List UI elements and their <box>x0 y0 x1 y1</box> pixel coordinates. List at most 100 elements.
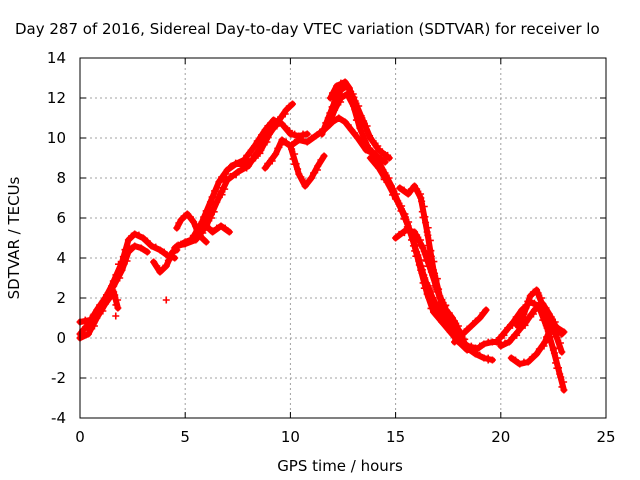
data-point <box>240 156 248 164</box>
data-point <box>234 168 242 176</box>
isolated-data-point <box>162 296 170 304</box>
data-point <box>451 317 459 325</box>
data-point <box>139 234 147 242</box>
data-point <box>137 244 145 252</box>
data-point <box>98 304 106 312</box>
data-point <box>529 310 537 318</box>
y-tick-label: 4 <box>56 249 66 267</box>
data-point <box>360 117 368 125</box>
data-point <box>480 340 488 348</box>
data-point <box>541 338 549 346</box>
data-point <box>538 294 546 302</box>
data-point <box>463 346 471 354</box>
data-point <box>369 137 377 145</box>
data-point <box>526 292 534 300</box>
data-point <box>101 300 109 308</box>
data-point <box>274 144 282 152</box>
y-tick-label: -4 <box>51 409 66 427</box>
data-point <box>431 301 439 309</box>
data-point <box>408 236 416 244</box>
data-point <box>282 106 290 114</box>
data-point <box>524 297 532 305</box>
data-point <box>87 325 95 333</box>
data-point <box>243 152 251 160</box>
data-point <box>115 271 123 279</box>
data-point <box>361 132 369 140</box>
data-point <box>445 325 453 333</box>
y-tick-label: 14 <box>47 49 66 67</box>
data-point <box>530 299 538 307</box>
data-point <box>202 222 210 230</box>
data-point <box>297 173 305 181</box>
data-point <box>135 231 143 239</box>
data-marks <box>76 78 568 394</box>
data-point <box>435 306 443 314</box>
data-point <box>433 275 441 283</box>
data-point <box>500 331 508 339</box>
data-point <box>430 258 438 266</box>
data-point <box>223 166 231 174</box>
data-point <box>210 208 218 216</box>
data-point <box>272 150 280 158</box>
data-point <box>434 311 442 319</box>
data-point <box>111 291 119 299</box>
data-point <box>378 148 386 156</box>
data-point <box>281 110 289 118</box>
data-point <box>455 326 463 334</box>
data-point <box>553 364 561 372</box>
data-point <box>397 205 405 213</box>
data-point <box>553 334 561 342</box>
data-point <box>257 146 265 154</box>
data-point <box>552 359 560 367</box>
data-point <box>417 256 425 264</box>
data-point <box>333 82 341 90</box>
data-point <box>150 258 158 266</box>
data-point <box>326 94 334 102</box>
data-point <box>227 172 235 180</box>
data-point <box>505 338 513 346</box>
x-tick-label: 15 <box>386 428 405 446</box>
data-point <box>424 224 432 232</box>
data-point <box>525 313 533 321</box>
data-point <box>550 349 558 357</box>
data-point <box>533 350 541 358</box>
data-point <box>265 130 273 138</box>
data-point <box>251 152 259 160</box>
x-tick-label: 0 <box>75 428 85 446</box>
data-point <box>156 268 164 276</box>
data-point <box>221 185 229 193</box>
data-point <box>223 176 231 184</box>
data-point <box>476 314 484 322</box>
data-point <box>560 378 568 386</box>
data-point <box>459 330 467 338</box>
data-point <box>217 188 225 196</box>
data-point <box>476 351 484 359</box>
series-arc-18 <box>396 183 475 351</box>
data-point <box>173 242 181 250</box>
data-point <box>90 319 98 327</box>
data-point <box>472 317 480 325</box>
data-point <box>406 226 414 234</box>
ticks: 0 5 10 15 20 25 -4 -2 0 2 4 6 8 10 12 14 <box>47 49 616 446</box>
data-point <box>431 269 439 277</box>
x-tick-label: 25 <box>596 428 615 446</box>
data-point <box>553 354 561 362</box>
data-point <box>539 316 547 324</box>
y-tick-label: 2 <box>56 289 66 307</box>
data-point <box>516 360 524 368</box>
data-point <box>449 330 457 338</box>
data-point <box>425 291 433 299</box>
data-point <box>424 231 432 239</box>
data-point <box>351 106 359 113</box>
data-point <box>148 242 156 250</box>
data-point <box>264 122 272 130</box>
data-point <box>95 310 103 318</box>
data-point <box>400 215 408 223</box>
data-point <box>512 356 520 364</box>
data-point <box>404 190 412 198</box>
data-point <box>401 210 409 218</box>
data-point <box>328 89 336 97</box>
data-point <box>80 331 88 339</box>
data-point <box>173 224 181 232</box>
data-point <box>501 328 509 336</box>
